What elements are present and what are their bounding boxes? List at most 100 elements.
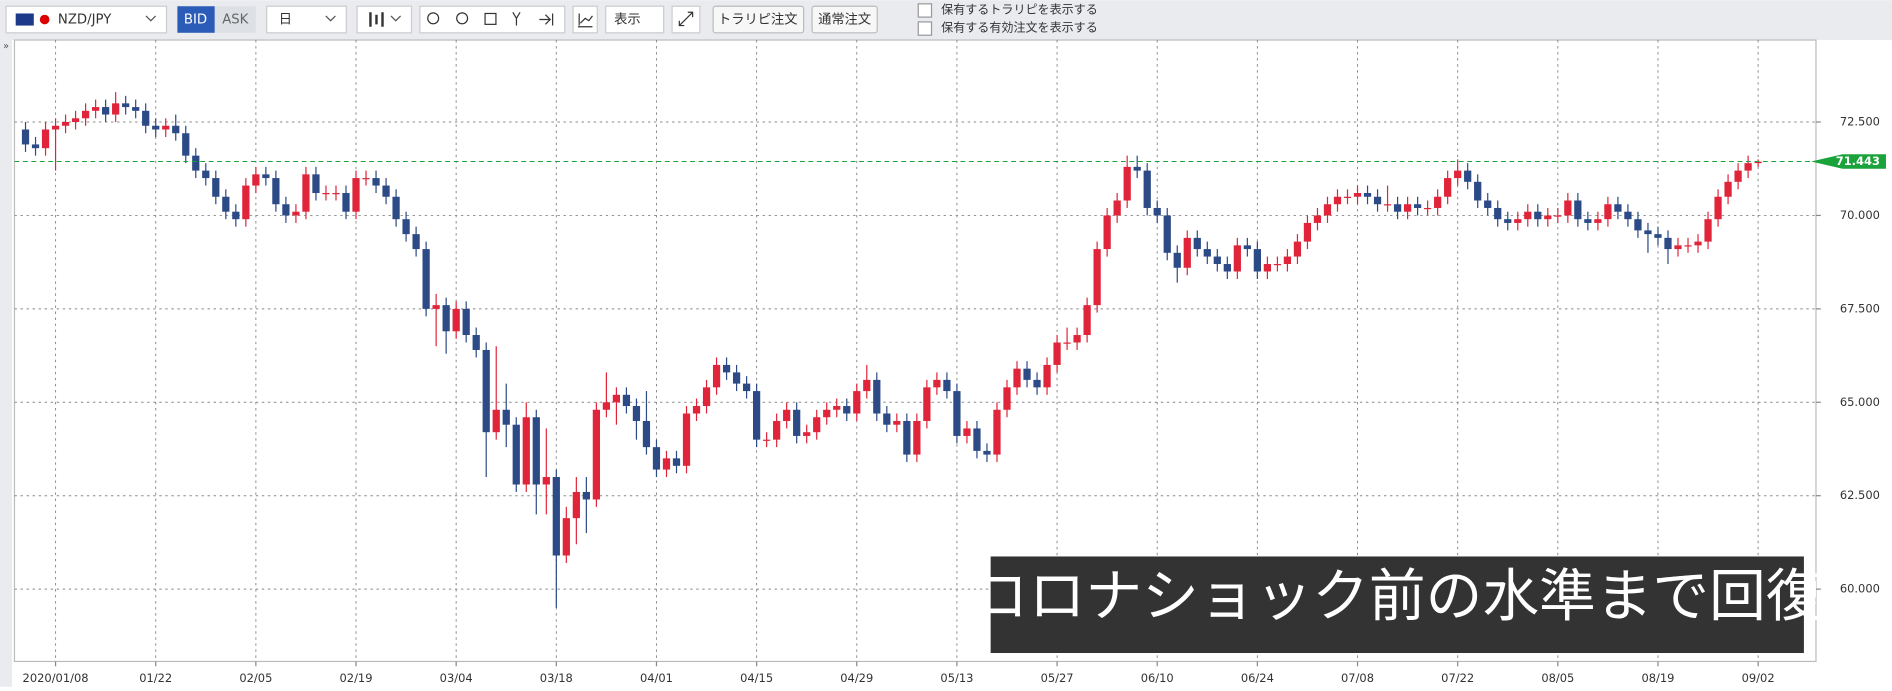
candle-body (462, 308, 470, 336)
candle-body (1043, 364, 1051, 388)
candle-body (1113, 200, 1121, 216)
trap-order-label: トラリピ注文 (718, 12, 798, 28)
candle-body (983, 450, 991, 455)
candle-body (652, 447, 661, 470)
candle-body (813, 417, 821, 433)
candle-body (412, 234, 420, 250)
ask-button[interactable] (214, 6, 256, 33)
candle-body (352, 178, 360, 212)
candle-body (202, 170, 210, 179)
candle-body (572, 491, 580, 519)
zoom-in-icon[interactable] (427, 12, 440, 25)
candle-body (1554, 215, 1562, 217)
candle-body (823, 409, 831, 418)
current-price-tag (1811, 154, 1886, 169)
candle-body (1413, 204, 1422, 208)
tool-icons[interactable] (512, 11, 554, 26)
candle-body (452, 308, 460, 332)
fit-icon[interactable] (484, 12, 497, 25)
candle-body (102, 107, 110, 115)
candle-body (873, 379, 881, 414)
current-price-label: 71.443 (1836, 154, 1880, 168)
side-strip (0, 40, 13, 687)
candle-body (382, 185, 390, 197)
trap-order-button[interactable] (712, 5, 805, 34)
zoom-out-icon[interactable] (456, 12, 469, 25)
candle-body (1303, 222, 1312, 242)
candle-body (1393, 204, 1402, 212)
candle-body (1664, 237, 1672, 250)
normal-order-button[interactable] (811, 5, 878, 34)
candle-body (482, 349, 490, 433)
annotation-box (990, 556, 1804, 654)
fullscreen-button[interactable] (671, 5, 701, 34)
candle-body (1373, 196, 1382, 205)
candle-body (833, 406, 841, 410)
candle-body (722, 364, 731, 373)
annotation: コロナショック前の水準まで回復 (972, 564, 1823, 630)
candle-body (51, 125, 60, 130)
checkbox-label: 保有する有効注文を表示する (941, 19, 1098, 34)
candle-body (1514, 219, 1522, 223)
candle-body (1574, 200, 1582, 220)
candle-body (883, 413, 891, 425)
candle-body (282, 204, 290, 216)
candle-body (1363, 193, 1372, 197)
candle-body (773, 420, 781, 440)
candle-body (372, 178, 380, 186)
x-tick-label: 04/29 (840, 671, 873, 685)
candle-body (933, 379, 941, 388)
candle-body (302, 174, 310, 212)
candle-body (242, 185, 250, 220)
candle-body (31, 144, 40, 149)
candle-body (1193, 237, 1201, 250)
candle-body (192, 155, 200, 171)
candle-body (793, 409, 801, 436)
candle-body (522, 417, 530, 485)
candle-body (632, 406, 641, 421)
candle-body (923, 387, 931, 421)
display-button[interactable] (605, 5, 665, 34)
period-select[interactable] (266, 5, 347, 34)
y-tick-label: 67.500 (1840, 301, 1880, 315)
indicator-icon (577, 13, 593, 28)
indicator-button[interactable] (572, 5, 598, 34)
candle-icon (369, 12, 384, 27)
flag (15, 13, 34, 26)
candle-body (1013, 368, 1021, 388)
candle-body (542, 477, 550, 485)
candle-body (562, 518, 570, 556)
pair-label: NZD/JPY (58, 13, 112, 28)
checkbox[interactable] (917, 3, 933, 18)
candle-body (602, 402, 611, 410)
candle-body (472, 335, 480, 350)
candle-body (763, 439, 771, 441)
x-tick-label: 2020/01/08 (23, 671, 89, 685)
candle-body (1233, 245, 1241, 272)
candle-body (1133, 166, 1141, 171)
candle-body (953, 391, 961, 436)
checkbox[interactable] (917, 21, 933, 36)
expand-icon[interactable]: » (3, 41, 9, 52)
chevron (145, 15, 157, 22)
candle-body (783, 409, 791, 421)
y-tick-label: 62.500 (1840, 488, 1880, 502)
x-tick-label: 02/05 (239, 671, 272, 685)
candle-body (1313, 215, 1322, 223)
chart-type-select[interactable] (356, 5, 413, 34)
candle-body (973, 428, 981, 451)
candle-body (853, 391, 861, 414)
candle-body (993, 409, 1001, 455)
candle-body (432, 305, 440, 309)
bid-button[interactable] (177, 6, 215, 33)
candle-body (61, 122, 70, 126)
candle-body (1323, 204, 1332, 216)
candle-body (893, 420, 901, 425)
candle-body (1083, 305, 1091, 336)
candle-body (1173, 252, 1181, 268)
candle-body (1444, 178, 1452, 197)
candle-body (92, 107, 100, 111)
candle-body (1283, 256, 1292, 265)
candle-body (1504, 219, 1512, 223)
